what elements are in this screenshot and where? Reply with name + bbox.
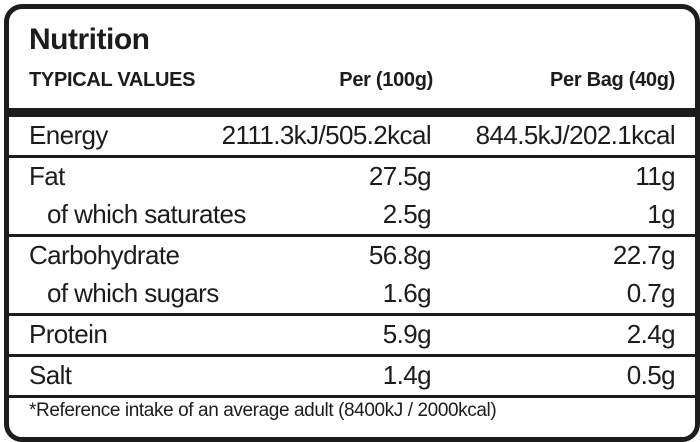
header-per-100g: Per (100g) [339, 69, 433, 91]
row-sugars: of which sugars 1.6g 0.7g [9, 275, 695, 313]
row-divider [9, 234, 695, 237]
row-carbohydrate: Carbohydrate 56.8g 22.7g [9, 237, 695, 275]
row-label: Carbohydrate [29, 240, 180, 270]
value-per-100g: 56.8g [368, 240, 432, 270]
value-per-100g: 2111.3kJ/505.2kcal [221, 120, 432, 150]
row-label: of which saturates [47, 199, 246, 229]
row-divider [9, 395, 695, 398]
row-label: of which sugars [47, 278, 219, 308]
row-salt: Salt 1.4g 0.5g [9, 357, 695, 395]
value-per-bag: 2.4g [626, 319, 676, 349]
panel-title: Nutrition [29, 23, 150, 56]
row-fat: Fat 27.5g 11g [9, 158, 695, 196]
header-typical-values: TYPICAL VALUES [29, 69, 196, 91]
value-per-bag: 11g [635, 161, 675, 191]
value-per-bag: 844.5kJ/202.1kcal [475, 120, 676, 150]
row-saturates: of which saturates 2.5g 1g [9, 196, 695, 234]
value-per-bag: 0.7g [626, 278, 676, 308]
value-per-100g: 2.5g [382, 199, 432, 229]
nutrition-table: Energy 2111.3kJ/505.2kcal 844.5kJ/202.1k… [9, 117, 695, 398]
footnote: *Reference intake of an average adult (8… [29, 400, 497, 421]
row-protein: Protein 5.9g 2.4g [9, 316, 695, 354]
value-per-100g: 1.4g [382, 360, 432, 390]
row-divider [9, 155, 695, 158]
value-per-100g: 1.6g [382, 278, 432, 308]
nutrition-panel: Nutrition TYPICAL VALUES Per (100g) Per … [4, 4, 700, 442]
value-per-bag: 1g [647, 199, 675, 229]
header-divider [9, 108, 695, 117]
header-per-bag: Per Bag (40g) [549, 69, 675, 91]
row-energy: Energy 2111.3kJ/505.2kcal 844.5kJ/202.1k… [9, 117, 695, 155]
value-per-100g: 5.9g [382, 319, 432, 349]
row-divider [9, 313, 695, 316]
row-label: Energy [29, 120, 108, 150]
row-divider [9, 354, 695, 357]
row-label: Fat [29, 161, 65, 191]
row-label: Salt [29, 360, 72, 390]
value-per-bag: 0.5g [626, 360, 676, 390]
value-per-bag: 22.7g [612, 240, 676, 270]
row-label: Protein [29, 319, 108, 349]
value-per-100g: 27.5g [368, 161, 432, 191]
